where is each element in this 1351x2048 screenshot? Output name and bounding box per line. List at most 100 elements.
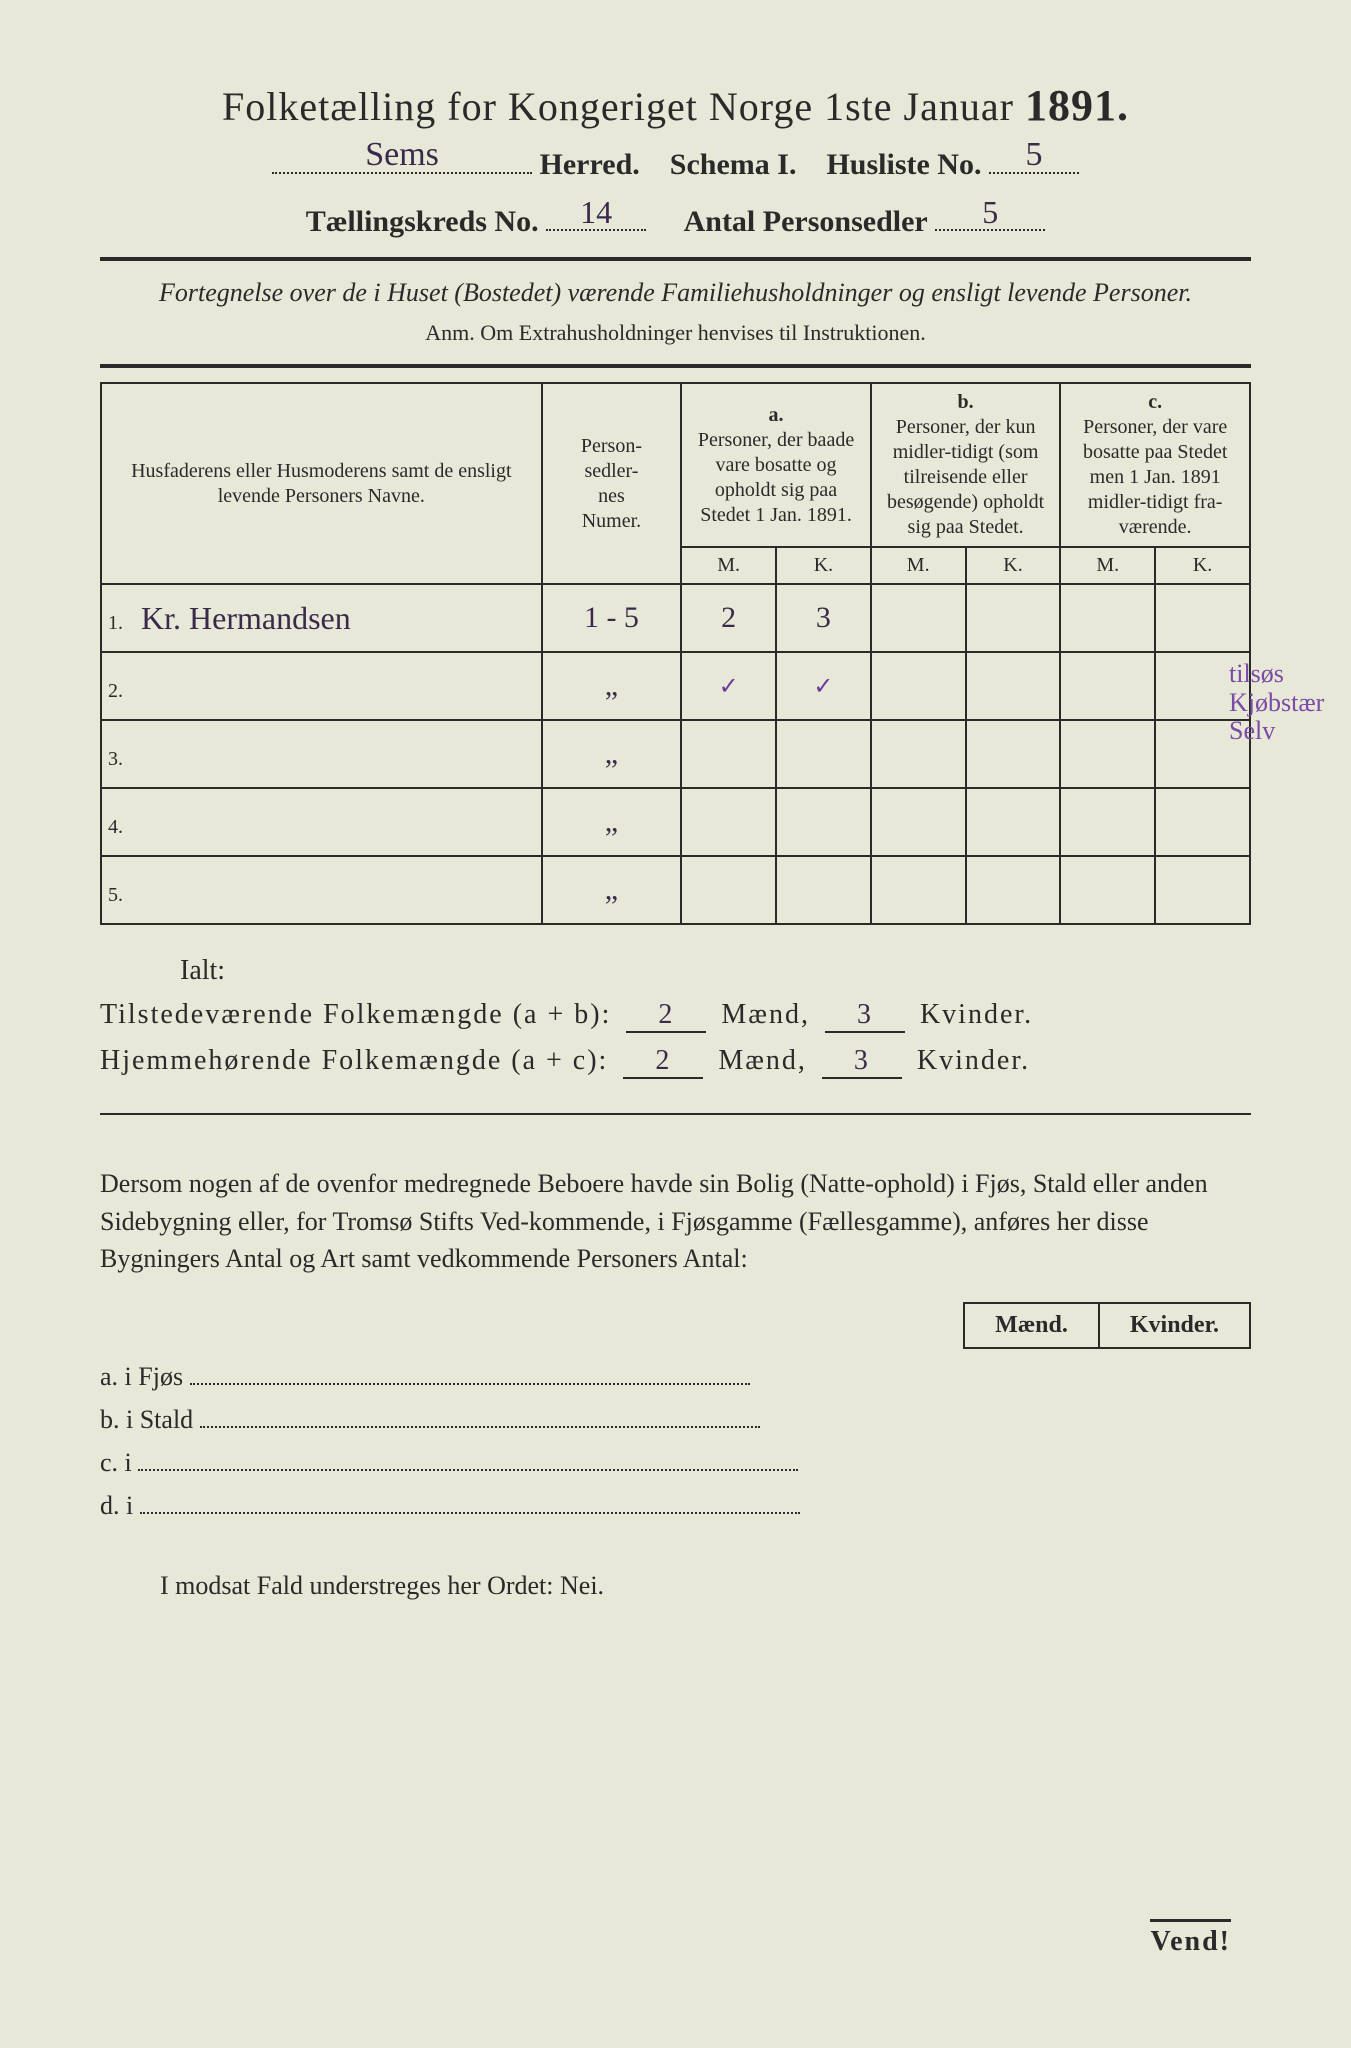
col-b-k: K. (966, 547, 1061, 584)
table-cell: „ (542, 856, 682, 924)
table-cell: „ (542, 788, 682, 856)
col-b-text: Personer, der kun midler-tidigt (som til… (878, 415, 1054, 540)
table-row: 3. „ (101, 720, 1250, 788)
husliste-label: Husliste No. (826, 148, 981, 181)
sublines: a. i Fjøs b. i Stald c. i d. i (100, 1357, 1251, 1521)
header: Folketælling for Kongeriget Norge 1ste J… (100, 80, 1251, 239)
antal-value: 5 (982, 194, 998, 231)
totals-line2-k: 3 (822, 1045, 902, 1079)
col-b: b. Personer, der kun midler-tidigt (som … (871, 383, 1061, 547)
table-cell: 4. (101, 788, 542, 856)
col-c-m: M. (1060, 547, 1155, 584)
table-cell (776, 856, 871, 924)
table-cell (1060, 788, 1155, 856)
table-cell: 2 (681, 584, 776, 652)
divider (100, 364, 1251, 368)
table-cell: 5. (101, 856, 542, 924)
paragraph: Dersom nogen af de ovenfor medregnede Be… (100, 1165, 1251, 1278)
table-cell (871, 720, 966, 788)
totals-line2: Hjemmehørende Folkemængde (a + c): 2 Mæn… (100, 1045, 1251, 1079)
table-cell (1060, 652, 1155, 720)
table-cell (871, 788, 966, 856)
col-a-label: a. (688, 403, 864, 428)
table-cell (1155, 584, 1250, 652)
line-herred: Sems Herred. Schema I. Husliste No. 5 (100, 139, 1251, 182)
husliste-value: 5 (1025, 136, 1042, 174)
kreds-label: Tællingskreds No. (306, 205, 539, 238)
table-cell (1155, 856, 1250, 924)
totals-line2-label: Hjemmehørende Folkemængde (a + c): (100, 1045, 608, 1076)
sub-kvinder: Kvinder. (1099, 1303, 1250, 1348)
nei-line: I modsat Fald understreges her Ordet: Ne… (160, 1571, 1251, 1601)
table-cell (871, 584, 966, 652)
divider (100, 1113, 1251, 1115)
table-cell (966, 788, 1061, 856)
instructions: Fortegnelse over de i Huset (Bostedet) v… (100, 275, 1251, 310)
table-cell (1060, 584, 1155, 652)
subline-c: c. i (100, 1443, 1251, 1478)
antal-label: Antal Personsedler (684, 205, 928, 238)
table-cell: ✓ (776, 652, 871, 720)
title-year: 1891. (1025, 81, 1129, 130)
anm: Anm. Om Extrahusholdninger henvises til … (100, 320, 1251, 346)
table-cell: 1. Kr. Hermandsen (101, 584, 542, 652)
col-name: Husfaderens eller Husmoderens samt de en… (101, 383, 542, 584)
table-cell (871, 856, 966, 924)
margin-annotation: tilsøs Kjøbstær Selv (1229, 660, 1339, 746)
col-c-label: c. (1067, 390, 1243, 415)
col-c: c. Personer, der vare bosatte paa Stedet… (1060, 383, 1250, 547)
table-cell: ✓ (681, 652, 776, 720)
col-a-k: K. (776, 547, 871, 584)
totals: Ialt: Tilstedeværende Folkemængde (a + b… (100, 955, 1251, 1079)
kreds-value: 14 (580, 194, 612, 231)
table-row: 4. „ (101, 788, 1250, 856)
table-cell (966, 856, 1061, 924)
table-cell (776, 720, 871, 788)
ialt: Ialt: (180, 955, 1251, 987)
totals-line1: Tilstedeværende Folkemængde (a + b): 2 M… (100, 999, 1251, 1033)
totals-line2-m: 2 (623, 1045, 703, 1079)
table-cell (681, 856, 776, 924)
subline-d: d. i (100, 1486, 1251, 1521)
title-text: Folketælling for Kongeriget Norge 1ste J… (222, 84, 1014, 129)
totals-line1-k: 3 (825, 999, 905, 1033)
sub-maend: Mænd. (964, 1303, 1099, 1348)
col-a: a. Personer, der baade vare bosatte og o… (681, 383, 871, 547)
table-cell: 1 - 5 (542, 584, 682, 652)
col-b-label: b. (878, 390, 1054, 415)
table-cell: „ (542, 720, 682, 788)
maend-label: Mænd, (718, 1045, 807, 1076)
col-a-m: M. (681, 547, 776, 584)
table-cell (871, 652, 966, 720)
table-cell (1060, 720, 1155, 788)
table-cell (966, 720, 1061, 788)
col-numer: Person- sedler- nes Numer. (542, 383, 682, 584)
table-row: 5. „ (101, 856, 1250, 924)
table-cell: 3. (101, 720, 542, 788)
totals-line1-m: 2 (626, 999, 706, 1033)
table-cell (966, 652, 1061, 720)
kvinder-label: Kvinder. (920, 999, 1033, 1030)
table-cell (1155, 788, 1250, 856)
kvinder-label: Kvinder. (917, 1045, 1030, 1076)
herred-value: Sems (365, 136, 439, 174)
col-name-text: Husfaderens eller Husmoderens samt de en… (131, 460, 511, 507)
col-numer-text: Person- sedler- nes Numer. (581, 435, 642, 532)
title: Folketælling for Kongeriget Norge 1ste J… (100, 80, 1251, 131)
table-row: 1. Kr. Hermandsen1 - 523 (101, 584, 1250, 652)
table-cell: 3 (776, 584, 871, 652)
table-cell (681, 788, 776, 856)
table-cell (776, 788, 871, 856)
line-kreds: Tællingskreds No. 14 Antal Personsedler … (100, 196, 1251, 239)
subline-a: a. i Fjøs (100, 1357, 1251, 1392)
vend: Vend! (1150, 1919, 1231, 1958)
totals-line1-label: Tilstedeværende Folkemængde (a + b): (100, 999, 611, 1030)
col-c-text: Personer, der vare bosatte paa Stedet me… (1067, 415, 1243, 540)
subline-b: b. i Stald (100, 1400, 1251, 1435)
col-c-k: K. (1155, 547, 1250, 584)
main-table: Husfaderens eller Husmoderens samt de en… (100, 382, 1251, 925)
table-cell: „ (542, 652, 682, 720)
sub-table: Mænd. Kvinder. (100, 1302, 1251, 1349)
table-cell (681, 720, 776, 788)
schema-label: Schema I. (670, 148, 797, 181)
